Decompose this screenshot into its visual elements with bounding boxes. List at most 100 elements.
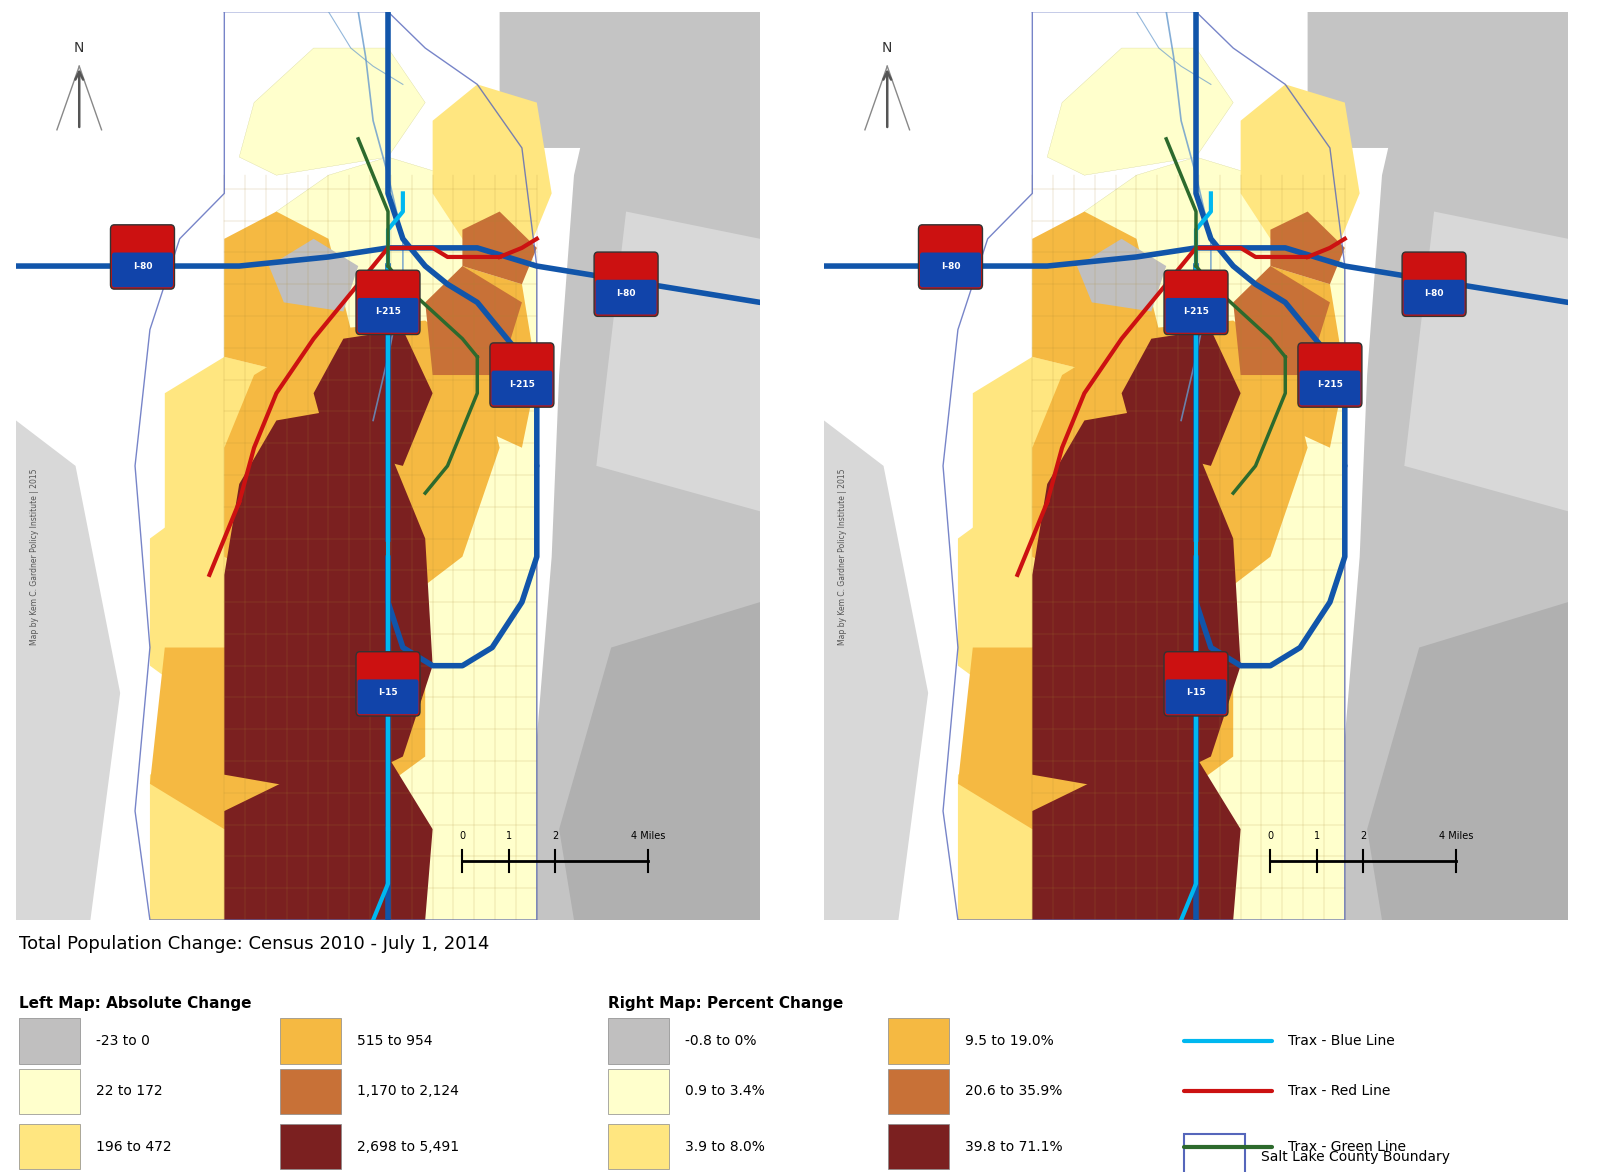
FancyBboxPatch shape	[1165, 298, 1227, 333]
Text: Trax - Red Line: Trax - Red Line	[1288, 1084, 1390, 1098]
Bar	[888, 1018, 949, 1064]
Text: Map by Kem C. Gardner Policy Institute | 2015: Map by Kem C. Gardner Policy Institute |…	[838, 469, 846, 645]
Text: 0.9 to 3.4%: 0.9 to 3.4%	[685, 1084, 765, 1098]
FancyBboxPatch shape	[1165, 271, 1227, 334]
Polygon shape	[558, 602, 760, 920]
Polygon shape	[1122, 329, 1240, 465]
Text: Trax - Green Line: Trax - Green Line	[1288, 1140, 1406, 1153]
Text: 3.9 to 8.0%: 3.9 to 8.0%	[685, 1140, 765, 1153]
Text: Map by Kem C. Gardner Policy Institute | 2015: Map by Kem C. Gardner Policy Institute |…	[30, 469, 38, 645]
FancyBboxPatch shape	[112, 252, 173, 287]
Text: Total Population Change: Census 2010 - July 1, 2014: Total Population Change: Census 2010 - J…	[19, 935, 490, 953]
Text: I-80: I-80	[616, 288, 635, 298]
Polygon shape	[1032, 320, 1307, 602]
FancyBboxPatch shape	[1403, 280, 1464, 314]
FancyBboxPatch shape	[594, 252, 658, 316]
Text: Trax - Blue Line: Trax - Blue Line	[1288, 1034, 1395, 1048]
Text: N: N	[74, 41, 85, 55]
Text: 0: 0	[1267, 831, 1274, 841]
Polygon shape	[958, 484, 1122, 720]
FancyBboxPatch shape	[357, 271, 419, 334]
FancyBboxPatch shape	[918, 225, 982, 289]
Text: 4 Miles: 4 Miles	[1440, 831, 1474, 841]
Polygon shape	[224, 411, 432, 792]
Polygon shape	[1032, 157, 1344, 920]
FancyBboxPatch shape	[1402, 252, 1466, 316]
Polygon shape	[16, 12, 224, 920]
FancyBboxPatch shape	[357, 680, 419, 714]
Bar	[280, 1018, 341, 1064]
Polygon shape	[426, 266, 522, 375]
Bar	[280, 1069, 341, 1115]
Polygon shape	[150, 484, 314, 720]
Bar	[19, 1124, 80, 1170]
Text: 2: 2	[552, 831, 558, 841]
Bar	[19, 1069, 80, 1115]
Polygon shape	[269, 239, 358, 312]
Polygon shape	[824, 421, 928, 920]
Text: I-215: I-215	[1182, 307, 1210, 316]
FancyBboxPatch shape	[920, 252, 981, 287]
Polygon shape	[150, 602, 426, 830]
Polygon shape	[432, 266, 536, 448]
Polygon shape	[499, 12, 760, 148]
Text: 515 to 954: 515 to 954	[357, 1034, 432, 1048]
Text: 2: 2	[1360, 831, 1366, 841]
Text: I-15: I-15	[1186, 688, 1206, 697]
Polygon shape	[1032, 411, 1240, 792]
Bar	[608, 1124, 669, 1170]
Bar	[608, 1069, 669, 1115]
FancyBboxPatch shape	[357, 298, 419, 333]
Text: 1: 1	[1314, 831, 1320, 841]
Text: 4 Miles: 4 Miles	[632, 831, 666, 841]
Polygon shape	[536, 12, 760, 920]
Polygon shape	[1344, 12, 1568, 920]
Text: 20.6 to 35.9%: 20.6 to 35.9%	[965, 1084, 1062, 1098]
FancyBboxPatch shape	[1298, 343, 1362, 407]
Text: I-80: I-80	[133, 261, 152, 271]
Text: Salt Lake County Boundary: Salt Lake County Boundary	[1261, 1150, 1450, 1164]
Polygon shape	[1048, 48, 1234, 176]
Text: I-215: I-215	[1317, 380, 1342, 389]
Polygon shape	[1270, 211, 1344, 285]
Text: I-80: I-80	[1424, 288, 1443, 298]
Polygon shape	[1240, 266, 1344, 448]
Polygon shape	[958, 602, 1234, 830]
Polygon shape	[1032, 211, 1158, 375]
FancyBboxPatch shape	[1165, 680, 1227, 714]
Text: 1: 1	[506, 831, 512, 841]
Polygon shape	[224, 757, 432, 920]
Polygon shape	[224, 211, 350, 375]
FancyBboxPatch shape	[1299, 370, 1360, 406]
Polygon shape	[1307, 12, 1568, 148]
Text: Right Map: Percent Change: Right Map: Percent Change	[608, 996, 843, 1010]
Bar	[1184, 1134, 1245, 1172]
Text: 22 to 172: 22 to 172	[96, 1084, 163, 1098]
Text: 196 to 472: 196 to 472	[96, 1140, 171, 1153]
FancyBboxPatch shape	[491, 370, 552, 406]
Text: 39.8 to 71.1%: 39.8 to 71.1%	[965, 1140, 1062, 1153]
Text: -0.8 to 0%: -0.8 to 0%	[685, 1034, 757, 1048]
Text: 0: 0	[459, 831, 466, 841]
Text: I-215: I-215	[374, 307, 402, 316]
Polygon shape	[224, 157, 536, 920]
Text: -23 to 0: -23 to 0	[96, 1034, 150, 1048]
Text: I-215: I-215	[509, 380, 534, 389]
Text: 1,170 to 2,124: 1,170 to 2,124	[357, 1084, 459, 1098]
Polygon shape	[16, 421, 120, 920]
Text: N: N	[882, 41, 893, 55]
Text: 2,698 to 5,491: 2,698 to 5,491	[357, 1140, 459, 1153]
Text: 9.5 to 19.0%: 9.5 to 19.0%	[965, 1034, 1053, 1048]
Text: I-15: I-15	[378, 688, 398, 697]
Text: I-80: I-80	[941, 261, 960, 271]
Bar	[888, 1124, 949, 1170]
FancyBboxPatch shape	[595, 280, 656, 314]
FancyBboxPatch shape	[110, 225, 174, 289]
Polygon shape	[1234, 266, 1330, 375]
Polygon shape	[432, 84, 552, 266]
Polygon shape	[1366, 602, 1568, 920]
Text: Left Map: Absolute Change: Left Map: Absolute Change	[19, 996, 251, 1010]
FancyBboxPatch shape	[1165, 652, 1227, 716]
Polygon shape	[462, 211, 536, 285]
Polygon shape	[224, 320, 499, 602]
